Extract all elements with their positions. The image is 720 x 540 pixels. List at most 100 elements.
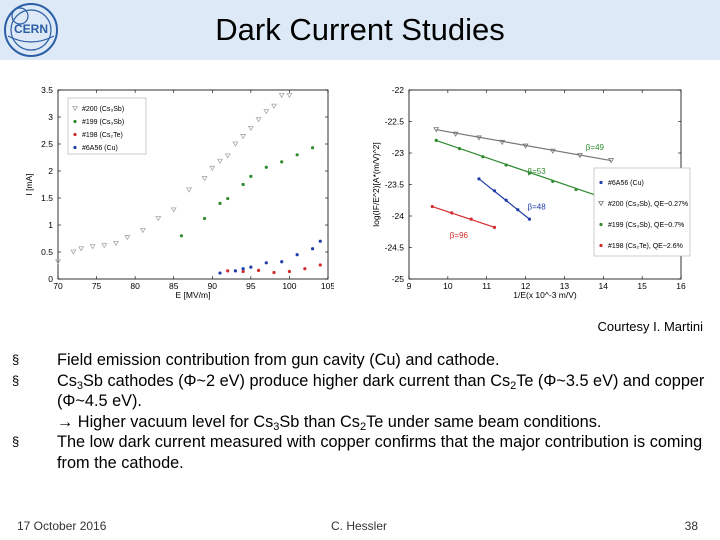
data-point	[477, 177, 481, 181]
data-point	[574, 187, 578, 192]
slide-title: Dark Current Studies	[215, 12, 505, 47]
data-point	[179, 234, 184, 238]
bullet-item: § Cs3Sb cathodes (Φ~2 eV) produce higher …	[8, 371, 708, 433]
legend-marker	[73, 145, 77, 150]
data-point	[303, 267, 307, 271]
y-tick-label: -22	[392, 85, 405, 95]
y-tick-label: -24.5	[385, 243, 405, 253]
data-point	[78, 246, 85, 252]
x-tick-label: 14	[599, 281, 609, 291]
y-tick-label: -22.5	[385, 117, 405, 127]
bullet-text: Sb cathodes (	[83, 371, 184, 390]
data-point	[263, 109, 270, 115]
bullet-text: Te under same beam conditions.	[366, 412, 602, 431]
data-point	[295, 253, 299, 257]
svg-text:CERN: CERN	[14, 22, 48, 36]
y-axis-label: log(IF/E^2)[A*(m/V)^2]	[371, 142, 381, 227]
data-point	[549, 148, 556, 154]
legend-marker	[599, 222, 603, 227]
data-point	[170, 207, 177, 213]
data-point	[457, 146, 462, 151]
data-point	[249, 174, 253, 178]
x-tick-label: 80	[130, 281, 140, 291]
y-tick-label: 1.5	[41, 193, 53, 203]
y-tick-label: 2	[48, 166, 53, 176]
data-point	[217, 158, 223, 165]
data-point	[492, 189, 497, 193]
x-tick-label: 12	[521, 281, 531, 291]
legend-box	[67, 97, 147, 155]
bullet-text: ~4.5 eV).	[75, 392, 142, 410]
x-tick-label: 100	[282, 281, 296, 291]
data-point	[434, 138, 438, 142]
data-point	[124, 235, 131, 241]
fowler-nordheim-chart: 9 10 11 12 13 14 15 16 -22 -22.5 -23 -23.5 -24 -24.5 -…	[371, 85, 691, 300]
data-point	[452, 131, 459, 137]
data-point	[310, 146, 315, 150]
data-point	[504, 163, 508, 167]
bullet-text: Sb than Cs	[279, 412, 360, 431]
data-point	[576, 153, 583, 159]
data-point	[481, 155, 485, 159]
data-point	[249, 265, 253, 269]
bullet-text: Field emission contribution from gun cav…	[57, 351, 500, 369]
data-point	[295, 153, 299, 157]
data-point	[241, 182, 245, 187]
data-point	[256, 268, 261, 272]
legend-entry: #199 (Cs₃Sb), QE~0.7%	[608, 222, 684, 229]
legend-marker	[73, 119, 77, 124]
bullet-item: § The low dark current measured with copp…	[8, 432, 708, 473]
bullet-text: Te (	[516, 371, 544, 390]
x-tick-label: 10	[443, 281, 453, 291]
bullet-marker-icon: §	[12, 434, 20, 449]
bullet-item: § Field emission contribution from gun ca…	[8, 350, 708, 371]
x-tick-label: 75	[92, 281, 102, 291]
subscript: 3	[76, 379, 84, 392]
legend-box	[593, 167, 691, 257]
data-point	[504, 198, 508, 202]
bullet-marker-icon: §	[12, 352, 20, 367]
bullet-text: → Higher vacuum level for Cs	[57, 412, 274, 431]
subscript: 2	[510, 379, 517, 392]
legend-entry: #6A56 (Cu)	[608, 180, 644, 187]
data-point	[233, 269, 238, 273]
data-point	[226, 196, 230, 201]
fit-line	[432, 205, 495, 228]
y-tick-label: -23.5	[385, 180, 405, 190]
bullet-marker-icon: §	[12, 372, 20, 388]
y-tick-label: 3	[48, 112, 53, 122]
data-point	[155, 216, 162, 222]
legend-entry: #6A56 (Cu)	[82, 145, 118, 152]
data-point	[255, 117, 262, 123]
y-axis-label: I [mA]	[24, 173, 34, 195]
legend-entry: #200 (Cs₃Sb), QE~0.27%	[608, 201, 688, 208]
data-point	[218, 271, 222, 275]
x-axis-label: E [MV/m]	[176, 290, 211, 300]
data-point	[55, 259, 61, 265]
data-point	[240, 134, 247, 140]
x-tick-label: 16	[676, 281, 686, 291]
footer-author: C. Hessler	[331, 519, 388, 533]
current-vs-field-chart: 70 75 80 85 90 95 100 105 0 0.5 1 1.5 2 2.5 3 3.5 E [MV/…	[24, 85, 334, 300]
data-point	[280, 160, 284, 164]
x-tick-label: 85	[169, 281, 179, 291]
data-point	[224, 153, 231, 159]
cern-logo-icon: CERN	[4, 3, 58, 57]
data-point	[272, 270, 276, 275]
y-tick-label: -23	[392, 148, 405, 158]
bullet-text: The low dark current measured with coppe…	[57, 433, 703, 472]
data-point	[310, 247, 315, 251]
bullet-text: ~2 eV) produce higher dark current than …	[196, 371, 511, 390]
subscript: 3	[273, 420, 280, 433]
data-point	[527, 171, 532, 175]
data-point	[516, 208, 520, 212]
data-point	[492, 225, 497, 229]
data-point	[278, 93, 285, 99]
data-point	[202, 216, 207, 221]
data-point	[522, 143, 529, 149]
data-point	[241, 269, 245, 274]
subscript: 2	[359, 420, 367, 433]
legend-marker	[599, 180, 603, 185]
fit-line	[478, 178, 530, 220]
data-point	[433, 127, 440, 133]
